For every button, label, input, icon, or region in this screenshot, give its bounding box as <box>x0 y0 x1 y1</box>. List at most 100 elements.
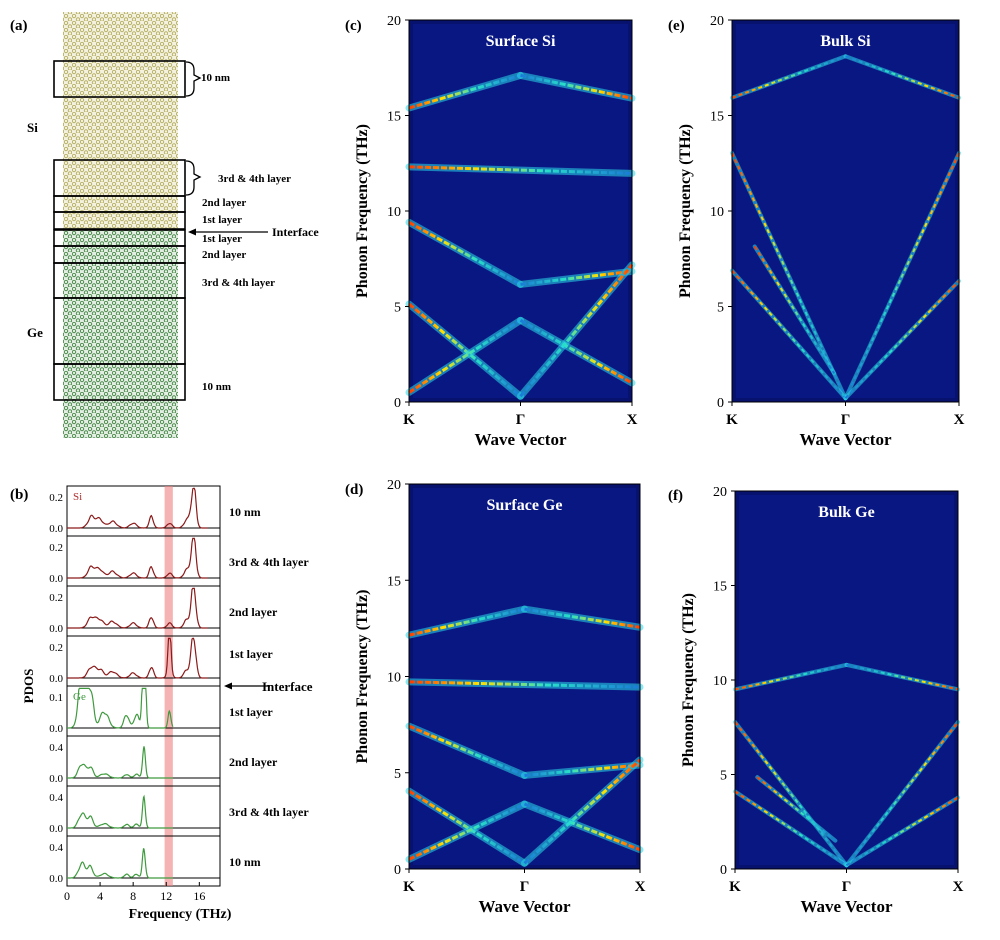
pdos-y-tick: 0.0 <box>49 523 63 535</box>
dispersion-x-tick: X <box>635 879 646 895</box>
pdos-curve <box>67 794 173 829</box>
phonon-branch <box>731 269 847 399</box>
panel-a: (a) Si Ge 10 nm 3rd & 4th layer 2nd laye… <box>10 12 319 438</box>
dispersion-x-tick: X <box>953 879 964 895</box>
pdos-x-tick: 8 <box>130 889 136 903</box>
panel-f: (f) Bulk Ge 0 5 10 15 20 K Γ X Wave Vector Phonon … <box>668 485 964 916</box>
phonon-branch <box>845 721 959 866</box>
phonon-branch <box>408 73 521 110</box>
interface-arrowhead <box>188 228 196 236</box>
si-lattice <box>63 12 178 230</box>
dispersion-x-tick: Γ <box>842 879 852 895</box>
phonon-branch <box>408 680 641 689</box>
layer-label: 1st layer <box>202 233 242 245</box>
phonon-branch <box>408 802 526 861</box>
dispersion-y-tick: 15 <box>387 110 401 125</box>
pdos-y-tick: 0.0 <box>49 873 63 885</box>
phonon-branch <box>523 758 642 865</box>
pdos-row-label: 10 nm <box>229 505 261 519</box>
pdos-y-tick: 0.0 <box>49 673 63 685</box>
panel-d: (d) Surface Ge 0 5 10 15 20 K Γ X Wave Vector Phon… <box>345 478 646 916</box>
phonon-branch <box>846 663 959 691</box>
dispersion-y-tick: 20 <box>387 14 401 29</box>
phonon-branch <box>524 763 641 777</box>
phonon-branch <box>731 152 847 399</box>
panel-f-label: (f) <box>668 488 683 504</box>
layer-label: 2nd layer <box>202 249 246 261</box>
si-tag: Si <box>73 491 82 503</box>
dispersion-y-tick: 0 <box>717 396 724 411</box>
phonon-branch <box>408 789 526 865</box>
phonon-branch <box>845 796 959 867</box>
pdos-x-tick: 12 <box>160 889 172 903</box>
pdos-y-tick: 0.0 <box>49 723 63 735</box>
dispersion-title: Bulk Ge <box>818 504 874 521</box>
phonon-branch <box>520 73 633 100</box>
phonon-branch <box>520 269 633 286</box>
pdos-curve <box>67 687 174 729</box>
dispersion-x-tick: K <box>403 412 415 428</box>
dispersion-xlabel: Wave Vector <box>799 430 892 449</box>
dispersion-ylabel: Phonon Frequency (THz) <box>354 124 371 298</box>
dispersion-xlabel: Wave Vector <box>478 897 571 916</box>
layer-label: 1st layer <box>202 214 242 226</box>
panel-c: (c) Surface Si 0 5 10 15 20 K Γ X Wave Vector Phon… <box>345 14 638 449</box>
dispersion-ylabel: Phonon Frequency (THz) <box>354 590 371 764</box>
pdos-row: 0.4 0.0 2nd layer <box>49 735 278 785</box>
phonon-branch <box>408 165 633 175</box>
phonon-branch <box>845 55 960 99</box>
panel-e-label: (e) <box>668 18 685 34</box>
dispersion-y-tick: 0 <box>394 396 401 411</box>
dispersion-inner <box>736 24 955 398</box>
pdos-y-tick: 0.2 <box>49 592 63 604</box>
dispersion-xlabel: Wave Vector <box>800 897 893 916</box>
phonon-branch <box>523 802 641 852</box>
phonon-branch <box>734 790 848 867</box>
pdos-y-tick: 0.0 <box>49 573 63 585</box>
pdos-x-axis: 0 4 8 12 16 <box>64 882 205 903</box>
pdos-row: 0.1 0.0 1st layer <box>49 685 273 735</box>
phonon-branch <box>844 152 960 399</box>
layer-boxes <box>53 60 186 401</box>
phonon-branch <box>408 302 522 398</box>
dispersion-y-tick: 10 <box>713 674 727 689</box>
pdos-xlabel: Frequency (THz) <box>129 907 232 922</box>
phonon-branch <box>756 776 836 842</box>
dispersion-title: Surface Si <box>486 33 556 50</box>
dispersion-x-tick: Γ <box>520 879 530 895</box>
dispersion-y-tick: 20 <box>710 14 724 29</box>
pdos-curve <box>67 637 208 679</box>
ge-tag: Ge <box>73 691 86 703</box>
dispersion-y-tick: 20 <box>387 478 401 493</box>
pdos-row-label: 3rd & 4th layer <box>229 805 309 819</box>
pdos-curve <box>67 487 208 529</box>
panel-e: (e) Bulk Si 0 5 10 15 20 K Γ X Wave Vector Phonon … <box>668 14 965 449</box>
pdos-row: 0.2 0.0 2nd layer <box>49 585 278 635</box>
pdos-y-tick: 0.2 <box>49 642 63 654</box>
phonon-branch <box>408 319 522 394</box>
dispersion-x-tick: X <box>954 412 965 428</box>
phonon-branch <box>731 55 846 99</box>
dispersion-x-tick: Γ <box>516 412 526 428</box>
pdos-row-label: 3rd & 4th layer <box>229 555 309 569</box>
dispersion-y-tick: 5 <box>394 767 401 782</box>
pdos-y-tick: 0.2 <box>49 542 63 554</box>
pdos-y-tick: 0.4 <box>49 792 63 804</box>
pdos-ylabel: PDOS <box>21 669 36 704</box>
phonon-branch <box>519 319 633 385</box>
phonon-branch <box>734 721 848 866</box>
pdos-curve <box>67 848 173 879</box>
pdos-y-tick: 0.4 <box>49 742 63 754</box>
pdos-row: 0.4 0.0 3rd & 4th layer <box>49 785 309 835</box>
pdos-y-tick: 0.0 <box>49 823 63 835</box>
dispersion-x-tick: K <box>729 879 741 895</box>
pdos-x-tick: 4 <box>97 889 103 903</box>
pdos-row: 0.4 0.0 10 nm <box>49 835 261 885</box>
dispersion-ylabel: Phonon Frequency (THz) <box>677 124 694 298</box>
pdos-curve <box>67 537 208 579</box>
phonon-branch <box>524 607 641 629</box>
pdos-row: 0.2 0.0 3rd & 4th layer <box>49 535 309 585</box>
interface-label-b: Interface <box>262 679 313 694</box>
pdos-rows: 0.2 0.0 10 nm 0.2 0.0 3rd & 4th layer 0.2 0.0 2n… <box>49 487 309 885</box>
layer-label: 3rd & 4th layer <box>218 173 291 185</box>
